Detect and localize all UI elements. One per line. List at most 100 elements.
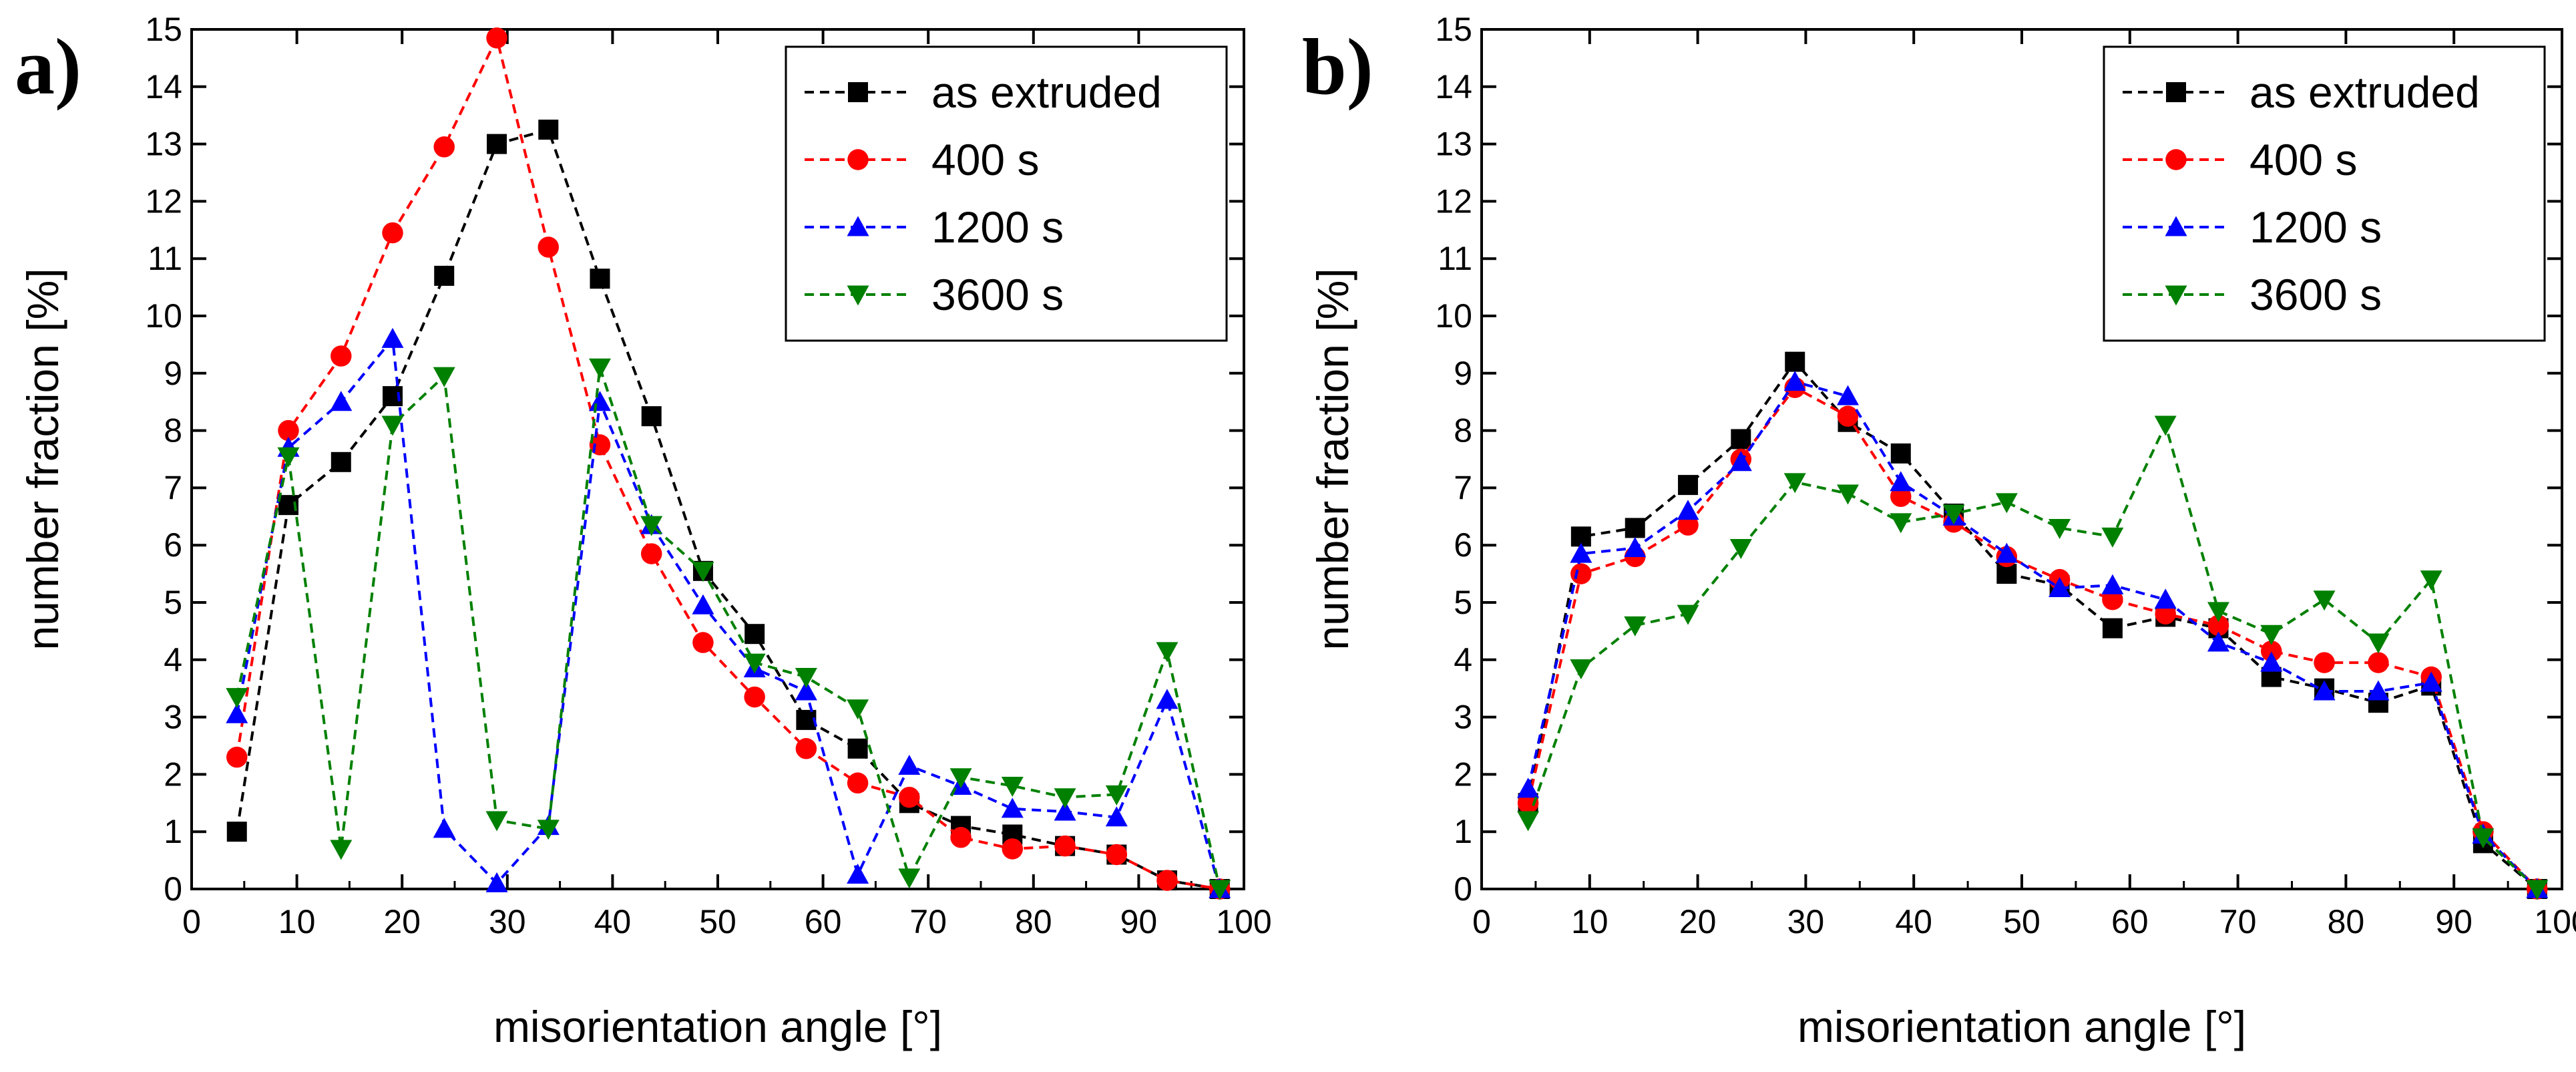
x-tick-label: 20 [1679,903,1717,940]
y-tick-label: 8 [164,412,182,450]
data-point [2260,624,2283,645]
x-tick-label: 0 [182,903,201,940]
data-point [1624,616,1647,637]
data-point [1002,838,1024,860]
y-tick-label: 6 [1454,526,1472,564]
data-point [2367,633,2390,654]
data-point [847,699,869,720]
x-tick-label: 100 [1216,903,1271,940]
data-point [1001,777,1024,797]
series-400-s [1517,377,2548,900]
series-1200-s [1517,371,2549,898]
data-point [1837,484,1860,505]
x-tick-label: 20 [383,903,421,940]
series-3600-s [1517,415,2549,900]
legend-label: as extruded [931,67,1162,117]
y-tick-label: 12 [145,182,182,220]
data-point [538,120,559,140]
data-point [1105,785,1128,806]
legend-marker [2166,82,2186,102]
x-tick-label: 70 [2219,903,2257,940]
data-point [1054,788,1076,809]
data-point [2101,527,2124,548]
data-point [1783,371,1806,391]
data-point [949,768,972,789]
data-point [381,415,404,436]
data-point [330,840,353,860]
data-point [277,447,300,468]
data-point [744,624,765,645]
data-point [486,27,507,49]
data-point [1054,835,1076,857]
x-tick-label: 70 [909,903,947,940]
y-tick-label: 4 [164,641,182,679]
data-point [847,772,869,794]
y-tick-label: 9 [164,355,182,392]
data-point [1570,542,1592,563]
legend: as extruded 400 s 1200 s 3600 s [785,45,1228,342]
x-tick-label: 50 [699,903,736,940]
data-point [847,864,869,884]
y-tick-label: 2 [1454,755,1472,793]
data-point [1105,806,1128,827]
y-tick-label: 13 [145,126,182,163]
data-point [2154,415,2177,436]
data-point [1837,385,1860,405]
data-point [743,653,766,674]
data-point [2154,588,2177,609]
y-tick-label: 7 [164,469,182,506]
data-point [330,391,353,411]
data-point [1785,351,1805,372]
data-point [898,755,921,775]
x-tick-label: 90 [1120,903,1158,940]
series-3600-s [226,358,1231,900]
data-point [1001,797,1024,818]
data-point [795,668,817,689]
data-point [2049,518,2071,539]
data-point [1625,518,1645,538]
data-point [1624,536,1647,557]
series-1200-s [226,327,1231,898]
x-tick-label: 100 [2534,903,2576,940]
legend-label: as extruded [2249,67,2480,117]
series-line [235,367,1221,890]
data-point [1890,443,1911,464]
x-tick-label: 80 [2328,903,2365,940]
data-point [590,269,610,289]
y-tick-label: 3 [164,699,182,736]
panel-a: 0 10 20 30 40 50 60 70 80 90 100012345678910111213… [15,11,1272,1051]
legend-label: 3600 s [2249,270,2382,319]
legend: as extruded 400 s 1200 s 3600 s [2103,45,2546,342]
data-point [692,562,714,582]
x-tick-label: 30 [489,903,526,940]
data-point [331,345,352,367]
y-tick-label: 15 [145,11,182,48]
y-tick-label: 0 [1454,870,1472,908]
legend-entry: 3600 s [805,270,1064,319]
data-point [433,367,455,387]
data-point [898,868,921,889]
data-point [1678,475,1699,496]
x-tick-label: 60 [805,903,842,940]
x-axis-title: misorientation angle [°] [1797,1002,2246,1051]
data-point [1517,792,1539,814]
data-point [538,236,560,258]
legend-marker [848,82,868,102]
legend-entry: as extruded [805,67,1162,117]
y-tick-label: 2 [164,755,182,793]
data-point [1731,429,1751,450]
legend-entry: 400 s [805,135,1039,184]
data-point [2102,588,2123,610]
y-tick-label: 12 [1435,182,1472,220]
data-point [1054,800,1076,821]
data-point [433,136,455,158]
x-tick-label: 10 [278,903,316,940]
data-point [487,134,507,154]
data-point [1209,880,1231,900]
data-point [1890,486,1912,508]
legend-marker [2165,149,2187,170]
data-point [1783,473,1806,494]
y-tick-label: 14 [1435,68,1472,106]
data-point [2101,574,2124,594]
data-point [2155,603,2176,624]
